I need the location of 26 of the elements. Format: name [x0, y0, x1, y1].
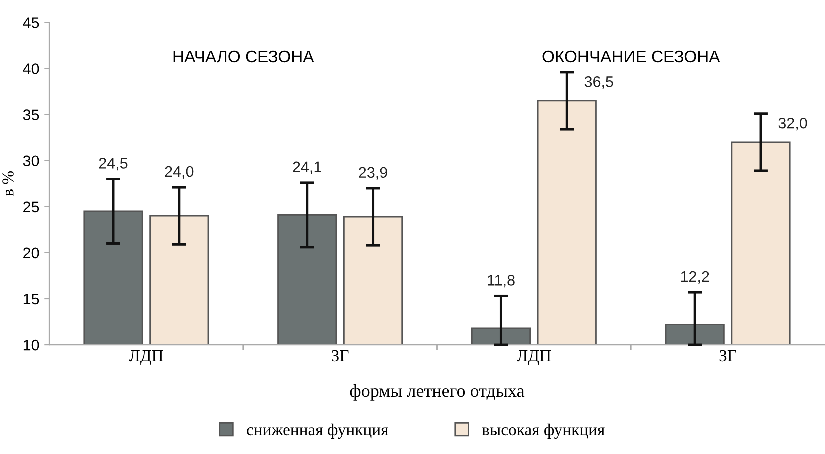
x-tick-label: ЛДП	[129, 350, 164, 366]
y-tick-label: 25	[24, 202, 40, 213]
x-tick-label: ЗГ	[332, 350, 349, 362]
y-tick-label: 30	[23, 156, 40, 167]
data-label: 32,0	[778, 118, 808, 131]
legend-label: сниженная функция	[247, 424, 388, 439]
y-tick-label: 35	[23, 110, 40, 120]
data-label: 24,5	[99, 158, 128, 171]
data-label: 24,1	[293, 162, 322, 174]
legend-label: высокая функция	[482, 424, 605, 439]
x-axis-title: формы летнего отдыха	[350, 384, 525, 401]
data-label: 11,8	[488, 275, 515, 288]
x-tick-label: ЗГ	[720, 350, 737, 362]
data-label: 24,0	[165, 166, 194, 179]
data-label: 12,2	[681, 271, 710, 284]
annotation: ОКОНЧАНИЕ СЕЗОНА	[542, 50, 720, 63]
y-tick-label: 10	[24, 340, 40, 351]
y-axis-title: в %	[2, 171, 14, 197]
annotation: НАЧАЛО СЕЗОНА	[174, 50, 314, 63]
y-tick-label: 45	[23, 18, 40, 28]
y-tick-label: 15	[24, 294, 40, 305]
data-label: 36,5	[584, 76, 614, 90]
data-label: 23,9	[359, 167, 388, 180]
y-tick-label: 20	[24, 248, 40, 259]
x-tick-label: ЛДП	[516, 350, 552, 366]
y-tick-label: 40	[23, 64, 40, 74]
